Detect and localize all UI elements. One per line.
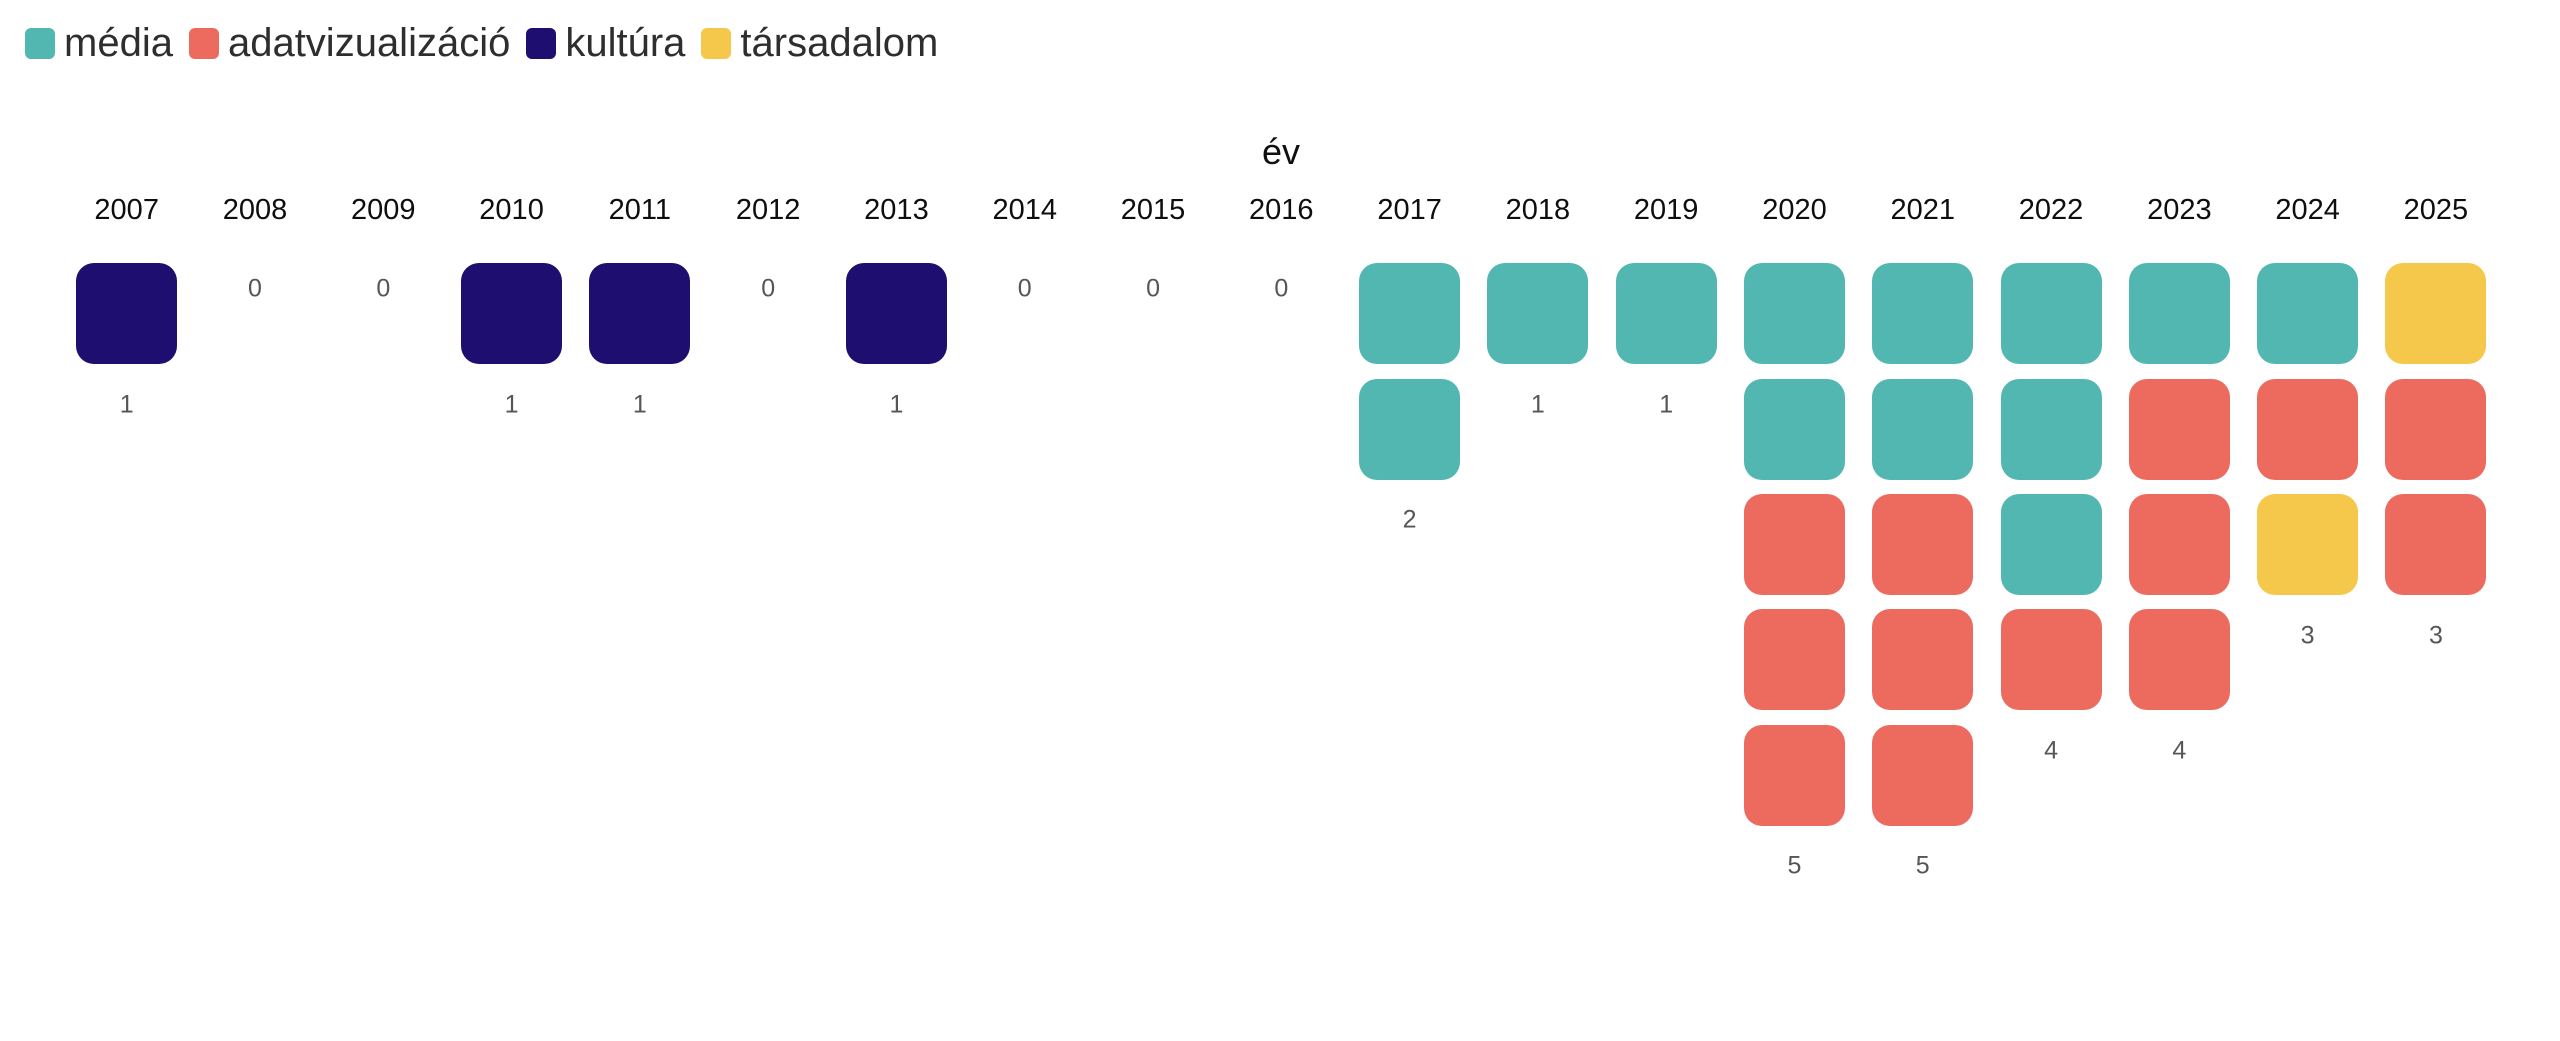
year-label-2019: 2019 xyxy=(1633,194,1699,226)
waffle-cell-2018-média[interactable] xyxy=(1487,263,1589,365)
year-label-2011: 2011 xyxy=(608,194,672,226)
waffle-cell-2022-adatvizualizáció[interactable] xyxy=(2000,609,2102,711)
waffle-cell-2010-kultúra[interactable] xyxy=(461,263,563,365)
count-label-2024: 3 xyxy=(2300,621,2315,649)
waffle-cell-2020-adatvizualizáció[interactable] xyxy=(1743,724,1845,826)
waffle-cell-2024-társadalom[interactable] xyxy=(2257,494,2359,595)
waffle-cell-2020-adatvizualizáció[interactable] xyxy=(1743,609,1845,711)
count-label-2007: 1 xyxy=(119,390,134,419)
year-label-2015: 2015 xyxy=(1120,194,1186,226)
waffle-cell-2021-adatvizualizáció[interactable] xyxy=(1872,494,1974,595)
count-label-2023: 4 xyxy=(2172,736,2187,765)
year-label-2017: 2017 xyxy=(1377,194,1442,226)
legend-label: adatvizualizáció xyxy=(227,21,511,65)
x-axis-title: év xyxy=(1261,131,1301,172)
waffle-cell-2022-média[interactable] xyxy=(2000,378,2102,480)
waffle-cell-2025-társadalom[interactable] xyxy=(2385,263,2487,365)
waffle-cell-2019-média[interactable] xyxy=(1615,263,1717,365)
legend-swatch-kultúra xyxy=(526,27,557,59)
year-label-2014: 2014 xyxy=(992,194,1057,226)
waffle-cell-2022-média[interactable] xyxy=(2000,263,2102,365)
count-label-2016: 0 xyxy=(1274,274,1289,303)
count-label-2021: 5 xyxy=(1915,851,1930,880)
waffle-cell-2021-média[interactable] xyxy=(1872,263,1974,365)
year-label-2021: 2021 xyxy=(1890,194,1956,226)
legend-label: kultúra xyxy=(565,21,686,65)
waffle-cell-2023-adatvizualizáció[interactable] xyxy=(2128,494,2230,595)
legend-item-kultúra[interactable]: kultúra xyxy=(526,20,685,66)
legend-label: társadalom xyxy=(740,21,939,65)
count-label-2008: 0 xyxy=(248,274,262,303)
waffle-cell-2024-média[interactable] xyxy=(2257,263,2359,365)
waffle-cell-2025-adatvizualizáció[interactable] xyxy=(2385,494,2487,595)
waffle-cell-2023-média[interactable] xyxy=(2128,263,2230,365)
legend: média adatvizualizáció kultúra társadalom xyxy=(25,20,938,66)
year-label-2024: 2024 xyxy=(2275,194,2340,226)
year-label-2022: 2022 xyxy=(2018,194,2084,226)
waffle-cell-2025-adatvizualizáció[interactable] xyxy=(2385,378,2487,480)
year-label-2016: 2016 xyxy=(1249,194,1314,226)
legend-item-társadalom[interactable]: társadalom xyxy=(701,20,938,66)
year-label-2018: 2018 xyxy=(1505,194,1571,226)
count-label-2013: 1 xyxy=(889,390,904,419)
year-label-2008: 2008 xyxy=(222,194,288,226)
waffle-cell-2022-média[interactable] xyxy=(2000,494,2102,595)
count-label-2019: 1 xyxy=(1659,390,1674,419)
waffle-cell-2007-kultúra[interactable] xyxy=(76,263,178,365)
count-label-2014: 0 xyxy=(1017,274,1032,303)
year-label-2012: 2012 xyxy=(735,194,801,226)
count-label-2017: 2 xyxy=(1402,505,1417,534)
legend-item-adatvizualizáció[interactable]: adatvizualizáció xyxy=(188,20,511,66)
count-label-2022: 4 xyxy=(2044,736,2058,765)
count-label-2009: 0 xyxy=(376,274,391,303)
waffle-cell-2020-média[interactable] xyxy=(1743,378,1845,480)
waffle-cell-2017-média[interactable] xyxy=(1359,378,1461,480)
legend-swatch-média xyxy=(25,27,55,59)
waffle-cell-2020-adatvizualizáció[interactable] xyxy=(1743,494,1845,595)
waffle-cell-2023-adatvizualizáció[interactable] xyxy=(2128,378,2230,480)
year-label-2013: 2013 xyxy=(864,194,929,226)
count-label-2025: 3 xyxy=(2428,621,2443,649)
year-label-2025: 2025 xyxy=(2403,194,2469,226)
count-label-2012: 0 xyxy=(761,274,776,303)
year-label-2020: 2020 xyxy=(1762,194,1827,226)
waffle-cell-2017-média[interactable] xyxy=(1359,263,1461,365)
waffle-cell-2021-adatvizualizáció[interactable] xyxy=(1872,724,1974,826)
waffle-cell-2013-kultúra[interactable] xyxy=(845,263,947,365)
waffle-cell-2023-adatvizualizáció[interactable] xyxy=(2128,609,2230,711)
count-label-2020: 5 xyxy=(1787,851,1802,880)
legend-swatch-társadalom xyxy=(701,27,732,59)
year-label-2009: 2009 xyxy=(351,194,416,226)
waffle-cell-2011-kultúra[interactable] xyxy=(589,263,691,365)
count-label-2015: 0 xyxy=(1146,274,1160,303)
legend-swatch-adatvizualizáció xyxy=(188,27,219,59)
count-label-2011: 1 xyxy=(632,390,647,419)
year-label-2023: 2023 xyxy=(2147,194,2212,226)
count-label-2018: 1 xyxy=(1530,390,1545,419)
waffle-cell-2021-adatvizualizáció[interactable] xyxy=(1872,609,1974,711)
year-label-2007: 2007 xyxy=(94,194,159,226)
legend-item-média[interactable]: média xyxy=(25,20,173,66)
waffle-cell-2024-adatvizualizáció[interactable] xyxy=(2257,378,2359,480)
legend-label: média xyxy=(64,21,173,65)
year-label-2010: 2010 xyxy=(479,194,544,226)
waffle-cell-2021-média[interactable] xyxy=(1872,378,1974,480)
count-label-2010: 1 xyxy=(504,390,519,419)
waffle-cell-2020-média[interactable] xyxy=(1743,263,1845,365)
